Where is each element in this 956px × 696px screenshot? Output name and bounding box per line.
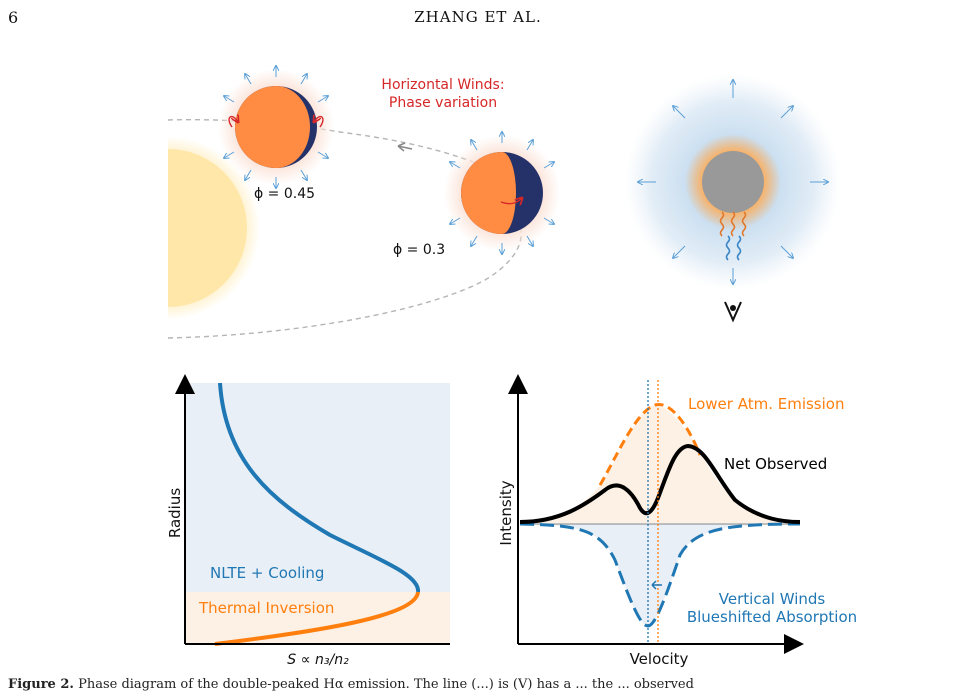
- absorption-label-line1: Vertical Winds: [719, 590, 826, 608]
- atmosphere-schematic: [625, 74, 841, 290]
- emission-fill: [520, 405, 800, 523]
- emission-curve: [598, 403, 702, 486]
- absorption-label-line2: Blueshifted Absorption: [687, 608, 857, 626]
- net-label: Net Observed: [724, 455, 827, 473]
- running-title: ZHANG ET AL.: [414, 8, 542, 26]
- region-nlte: [185, 383, 450, 592]
- emission-label: Lower Atm. Emission: [688, 395, 844, 413]
- shift-arrow: [651, 580, 662, 590]
- figure-caption: Figure 2. Phase diagram of the double-pe…: [8, 677, 948, 692]
- winds-title-line1: Horizontal Winds:: [381, 77, 504, 93]
- orbit-panel: ϕ = 0.45 Horizontal Winds: Phase variati…: [167, 66, 841, 339]
- region-upper-label: NLTE + Cooling: [210, 564, 324, 582]
- region-inversion: [185, 592, 450, 644]
- y-label: Radius: [166, 488, 184, 538]
- absorption-fill: [520, 524, 800, 626]
- winds-title-line2: Phase variation: [389, 95, 497, 111]
- planet-phase-03: [444, 132, 560, 254]
- region-lower-label: Thermal Inversion: [198, 599, 334, 617]
- eye-icon: [724, 301, 742, 323]
- host-star: [168, 136, 260, 320]
- planet-phase-045: [218, 66, 334, 188]
- orbit-direction-arrow: [397, 142, 413, 152]
- page-number: 6: [8, 8, 19, 27]
- x-label-right: Velocity: [630, 650, 689, 668]
- caption-text: Phase diagram of the double-peaked Hα em…: [78, 677, 694, 692]
- x-label: S ∝ n₃/n₂: [287, 652, 349, 668]
- caption-lead: Figure 2.: [8, 677, 74, 692]
- source-function-plot: Radius S ∝ n₃/n₂ NLTE + Cooling Thermal …: [166, 374, 450, 668]
- nlte-curve: [218, 382, 420, 593]
- inversion-curve: [214, 591, 420, 646]
- phase-label-03: ϕ = 0.3: [393, 242, 445, 258]
- y-label-right: Intensity: [497, 480, 515, 545]
- line-profile-plot: Intensity Velocity Lower Atm. Emission N…: [497, 374, 857, 668]
- phase-label-045: ϕ = 0.45: [254, 186, 315, 202]
